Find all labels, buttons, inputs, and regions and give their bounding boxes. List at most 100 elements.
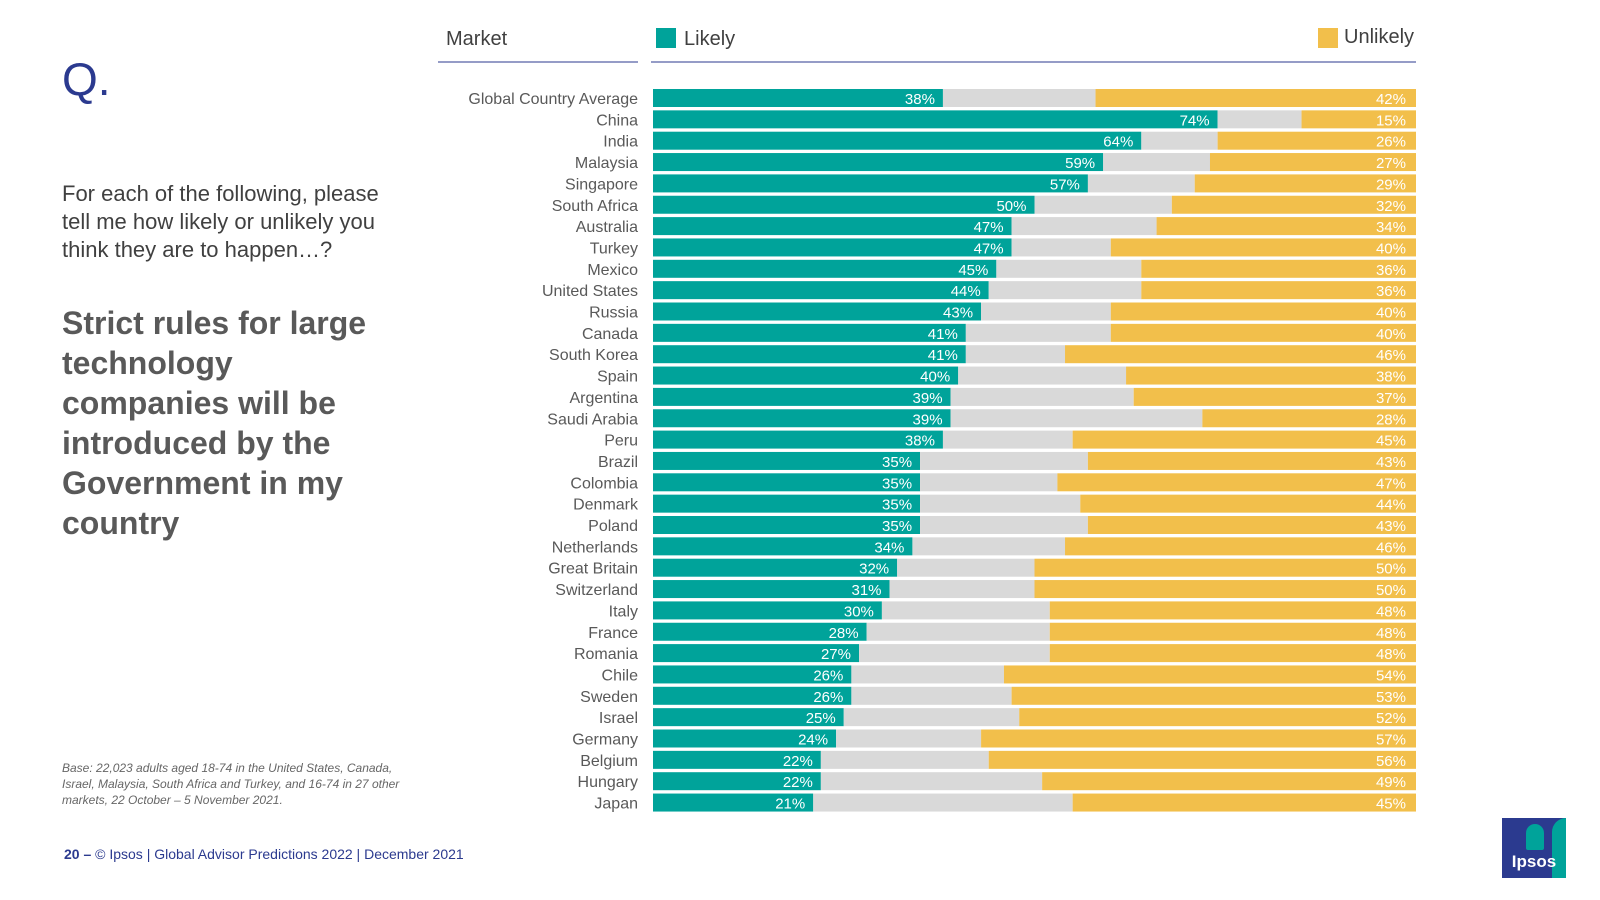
bar-likely: [653, 750, 821, 769]
value-label-unlikely: 46%: [1376, 539, 1406, 556]
bar-neutral: [950, 387, 1134, 406]
bar-unlikely: [1049, 601, 1416, 620]
country-label: Spain: [597, 369, 638, 386]
value-label-unlikely: 43%: [1376, 454, 1406, 471]
bar-unlikely: [1194, 174, 1416, 193]
value-label-unlikely: 36%: [1376, 283, 1406, 300]
bar-likely: [653, 110, 1218, 129]
bar-likely: [653, 387, 951, 406]
value-label-unlikely: 36%: [1376, 262, 1406, 279]
value-label-likely: 50%: [996, 198, 1026, 215]
country-label: Poland: [588, 518, 638, 535]
country-label: United States: [542, 283, 638, 300]
bar-unlikely: [1003, 665, 1416, 684]
bar-unlikely: [1049, 644, 1416, 663]
bar-likely: [653, 537, 913, 556]
bar-unlikely: [1087, 451, 1416, 470]
bar-neutral: [1011, 238, 1111, 257]
value-label-likely: 74%: [1180, 112, 1210, 129]
country-label: Netherlands: [552, 539, 638, 556]
value-label-likely: 22%: [783, 774, 813, 791]
value-label-likely: 21%: [775, 796, 805, 813]
value-label-likely: 28%: [829, 625, 859, 642]
bar-neutral: [813, 793, 1073, 812]
value-label-unlikely: 40%: [1376, 326, 1406, 343]
logo-head-icon: [1526, 824, 1544, 850]
value-label-likely: 31%: [851, 582, 881, 599]
bar-likely: [653, 281, 989, 300]
value-label-unlikely: 56%: [1376, 753, 1406, 770]
value-label-unlikely: 28%: [1376, 411, 1406, 428]
value-label-unlikely: 53%: [1376, 689, 1406, 706]
bar-unlikely: [1156, 217, 1416, 236]
bar-likely: [653, 601, 882, 620]
value-label-likely: 24%: [798, 732, 828, 749]
bar-neutral: [866, 622, 1050, 641]
value-label-unlikely: 45%: [1376, 433, 1406, 450]
bar-likely: [653, 772, 821, 791]
bar-likely: [653, 622, 867, 641]
country-label: Colombia: [570, 475, 638, 492]
value-label-unlikely: 42%: [1376, 91, 1406, 108]
bar-unlikely: [1042, 772, 1416, 791]
bar-unlikely: [1072, 430, 1416, 449]
value-label-likely: 47%: [974, 219, 1004, 236]
value-label-unlikely: 57%: [1376, 732, 1406, 749]
bar-likely: [653, 345, 966, 364]
country-label: Romania: [574, 646, 638, 663]
bar-neutral: [820, 750, 989, 769]
value-label-unlikely: 32%: [1376, 198, 1406, 215]
bar-unlikely: [1110, 238, 1416, 257]
country-label: Belgium: [580, 753, 638, 770]
value-label-likely: 47%: [974, 240, 1004, 257]
bar-likely: [653, 516, 921, 534]
value-label-unlikely: 40%: [1376, 305, 1406, 322]
value-label-likely: 35%: [882, 454, 912, 471]
bar-neutral: [1141, 131, 1218, 150]
country-label: Peru: [604, 433, 638, 450]
value-label-likely: 38%: [905, 91, 935, 108]
value-label-unlikely: 43%: [1376, 518, 1406, 535]
logo-text: Ipsos: [1511, 852, 1557, 871]
value-label-likely: 30%: [844, 603, 874, 620]
country-label: Turkey: [590, 240, 638, 257]
country-label: Italy: [609, 603, 638, 620]
bar-likely: [653, 473, 921, 492]
value-label-likely: 26%: [813, 689, 843, 706]
bar-neutral: [843, 708, 1020, 727]
bar-unlikely: [1019, 708, 1416, 727]
value-label-likely: 34%: [874, 539, 904, 556]
footer-text: © Ipsos | Global Advisor Predictions 202…: [95, 846, 464, 862]
country-label: Chile: [602, 667, 639, 684]
country-label: Mexico: [587, 262, 638, 279]
bar-likely: [653, 366, 959, 385]
value-label-unlikely: 45%: [1376, 796, 1406, 813]
value-label-likely: 27%: [821, 646, 851, 663]
value-label-likely: 32%: [859, 561, 889, 578]
bar-unlikely: [1141, 259, 1416, 278]
logo-wave-icon: [1552, 818, 1566, 878]
bar-likely: [653, 430, 943, 449]
bar-neutral: [1217, 110, 1302, 129]
bar-unlikely: [1141, 281, 1416, 300]
bar-unlikely: [1110, 302, 1416, 321]
bar-neutral: [820, 772, 1043, 791]
page-number: 20 –: [64, 846, 92, 862]
bar-unlikely: [1034, 580, 1416, 599]
value-label-likely: 38%: [905, 433, 935, 450]
value-label-unlikely: 27%: [1376, 155, 1406, 172]
country-label: Great Britain: [548, 561, 638, 578]
bar-unlikely: [1133, 387, 1416, 406]
country-label: Brazil: [598, 454, 638, 471]
country-label: Singapore: [565, 176, 638, 193]
value-label-likely: 39%: [913, 390, 943, 407]
bar-unlikely: [1095, 89, 1416, 107]
bar-likely: [653, 708, 844, 727]
value-label-likely: 45%: [958, 262, 988, 279]
value-label-unlikely: 26%: [1376, 134, 1406, 151]
bar-neutral: [920, 494, 1081, 513]
legend-swatch-unlikely: [1318, 28, 1338, 48]
value-label-unlikely: 48%: [1376, 625, 1406, 642]
value-label-likely: 26%: [813, 667, 843, 684]
bar-unlikely: [1049, 622, 1416, 641]
